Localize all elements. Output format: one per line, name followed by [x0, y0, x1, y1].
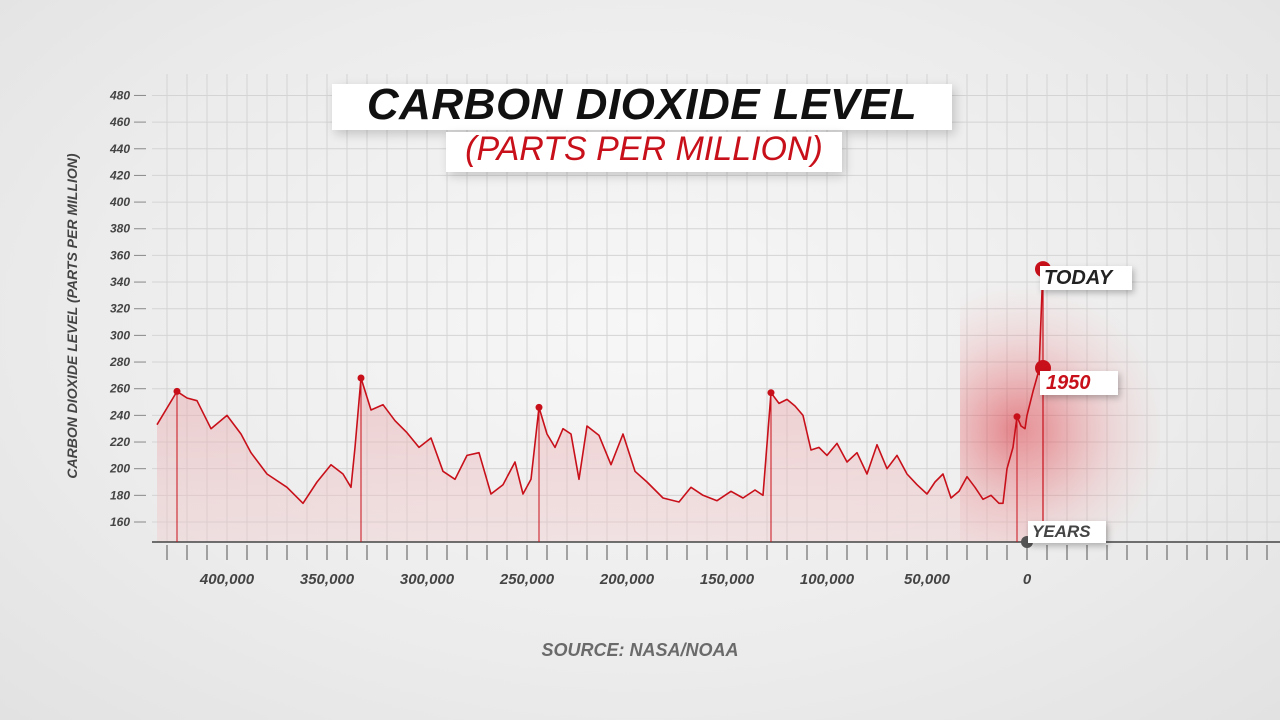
- x-tick-label: 100,000: [800, 571, 855, 588]
- subtitle-box: [446, 132, 842, 172]
- area-layer: [156, 266, 1044, 542]
- x-tick-label: 300,000: [400, 571, 455, 588]
- years-axis-label: YEARS: [1028, 521, 1106, 543]
- y-tick-label: 240: [109, 408, 130, 422]
- today-label: TODAY: [1040, 266, 1132, 290]
- y-axis-label: CARBON DIOXIDE LEVEL (PARTS PER MILLION): [64, 153, 80, 479]
- y-tick-label: 160: [110, 515, 130, 529]
- year-1950-label: 1950: [1040, 371, 1118, 395]
- y-tick-label: 400: [109, 195, 130, 209]
- x-tick-label: 200,000: [599, 571, 655, 588]
- source-note: SOURCE: NASA/NOAA: [541, 640, 739, 660]
- peak-marker: [357, 374, 365, 382]
- y-tick-label: 280: [109, 355, 130, 369]
- title-box: [332, 84, 952, 130]
- y-tick-label: 420: [109, 168, 130, 182]
- y-tick-label: 460: [109, 115, 130, 129]
- y-tick-label: 360: [110, 248, 130, 262]
- peak-marker: [1013, 413, 1021, 421]
- y-tick-label: 180: [110, 488, 130, 502]
- x-tick-label: 0: [1023, 571, 1032, 588]
- peak-marker: [767, 389, 775, 397]
- peak-marker: [535, 403, 543, 411]
- y-tick-label: 300: [110, 328, 130, 342]
- y-tick-label: 260: [109, 382, 130, 396]
- x-tick-label: 400,000: [199, 571, 255, 588]
- y-tick-label: 340: [110, 275, 130, 289]
- chart-title: CARBON DIOXIDE LEVEL: [366, 80, 918, 129]
- x-tick-label: 150,000: [700, 571, 755, 588]
- y-tick-label: 380: [110, 222, 130, 236]
- y-tick-label: 440: [109, 142, 130, 156]
- x-tick-label: 250,000: [499, 571, 555, 588]
- series-line: [156, 266, 1044, 505]
- chart-subtitle: (PARTS PER MILLION): [465, 130, 823, 168]
- y-tick-label: 200: [109, 462, 130, 476]
- series-area: [157, 266, 1043, 542]
- peak-marker: [173, 387, 181, 395]
- x-tick-label: 50,000: [904, 571, 951, 588]
- y-tick-label: 220: [109, 435, 130, 449]
- y-tick-label: 320: [110, 302, 130, 316]
- recent-glow: [960, 260, 1160, 542]
- x-tick-label: 350,000: [300, 571, 355, 588]
- y-tick-label: 480: [109, 88, 130, 102]
